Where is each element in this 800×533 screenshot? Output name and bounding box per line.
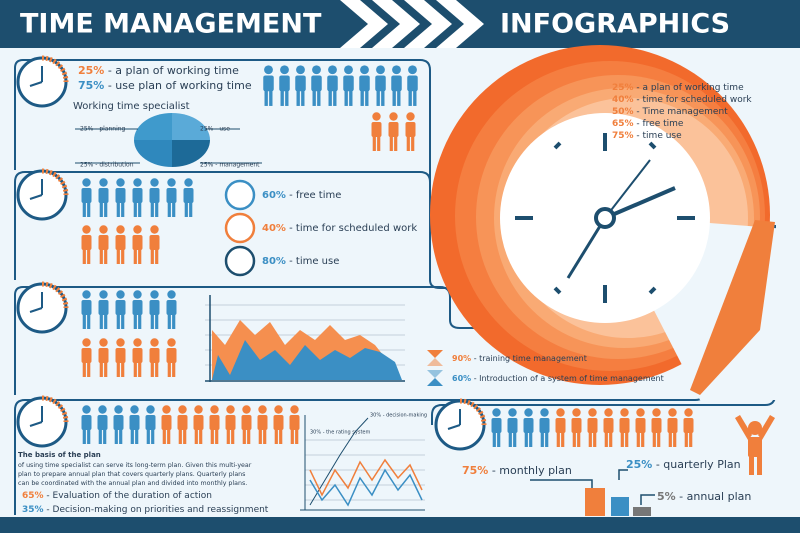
footer-bar	[0, 517, 800, 533]
clock-arc	[41, 55, 69, 83]
pie-label: 25% - planning	[80, 126, 126, 133]
line-label: 30% - the rating system	[310, 430, 370, 436]
pie-label: 25% - distribution	[80, 162, 134, 169]
stat-value: 80%	[262, 256, 286, 267]
cheer-person	[735, 415, 775, 475]
line-label: 30% - decision-making	[370, 413, 427, 419]
stat-item: 80% - time use	[262, 256, 339, 267]
stat-value: 25%	[78, 64, 104, 77]
chevron	[340, 0, 388, 48]
stat-item: 60% - Introduction of a system of time m…	[452, 374, 664, 383]
stat-value: 75%	[612, 131, 634, 141]
stat-item: 90% - training time management	[452, 354, 587, 363]
pie-label: 25% - use	[200, 126, 230, 133]
body-text: plan to prepare annual plan that covers …	[18, 471, 245, 478]
stat-item: 25% - quarterly Plan	[626, 458, 741, 471]
chevron	[404, 0, 452, 48]
stat-value: 40%	[612, 95, 634, 105]
chevron	[436, 0, 484, 48]
stat-value: 25%	[626, 458, 652, 471]
stat-item: 75% - time use	[612, 131, 682, 141]
body-text: can be coordinated with the annual plan …	[18, 480, 247, 487]
stat-value: 50%	[612, 107, 634, 117]
stat-value: 90%	[452, 354, 471, 363]
stat-text: - Time management	[634, 107, 729, 117]
body-text: of using time specialist can serve its l…	[18, 462, 252, 469]
stat-value: 60%	[452, 374, 471, 383]
stat-item: 40% - time for scheduled work	[612, 95, 752, 105]
stat-value: 75%	[462, 464, 488, 477]
stat-item: 25% - a plan of working time	[78, 64, 239, 77]
stat-item: 65% - free time	[612, 119, 684, 129]
stat-value: 5%	[657, 490, 676, 503]
line-chart	[300, 415, 425, 511]
clock-arc	[459, 398, 487, 426]
pie-title: Working time specialist	[73, 101, 190, 112]
stat-item: 60% - free time	[262, 190, 341, 201]
header-left: TIME MANAGEMENT	[20, 9, 322, 40]
pie	[75, 113, 262, 167]
stat-item: 5% - annual plan	[657, 490, 751, 503]
stat-text: - a plan of working time	[634, 83, 745, 93]
stat-text: - monthly plan	[488, 464, 572, 477]
stat-item: 65% - Evaluation of the duration of acti…	[22, 491, 212, 501]
clock-hand	[29, 307, 43, 313]
stat-text: - annual plan	[676, 490, 752, 503]
body-heading: The basis of the plan	[18, 451, 101, 459]
plan-bars	[530, 469, 655, 516]
chevron	[372, 0, 420, 48]
clock-hand	[29, 81, 43, 87]
mini-clocks	[224, 179, 256, 277]
hourglass	[427, 350, 443, 386]
clock-arc	[41, 395, 69, 423]
stat-item: 25% - a plan of working time	[612, 83, 744, 93]
stat-text: - quarterly Plan	[652, 458, 740, 471]
stat-text: - Introduction of a system of time manag…	[471, 374, 664, 383]
stat-value: 25%	[612, 83, 634, 93]
big-clock	[430, 45, 800, 400]
pie-label: 25% - management	[200, 162, 260, 169]
stat-text: - time use	[634, 131, 683, 141]
clock-hand	[447, 424, 461, 430]
stat-text: - use plan of working time	[104, 79, 251, 92]
stat-text: - free time	[634, 119, 684, 129]
stat-value: 35%	[22, 505, 44, 515]
stat-item: 50% - Time management	[612, 107, 728, 117]
stat-text: - time for scheduled work	[286, 223, 417, 234]
stat-value: 65%	[22, 491, 44, 501]
stat-item: 40% - time for scheduled work	[262, 223, 417, 234]
stat-text: - Decision-making on priorities and reas…	[44, 505, 269, 515]
stat-text: - Evaluation of the duration of action	[44, 491, 212, 501]
stat-item: 75% - use plan of working time	[78, 79, 252, 92]
stat-value: 75%	[78, 79, 104, 92]
stat-value: 40%	[262, 223, 286, 234]
header-right: INFOGRAPHICS	[500, 9, 730, 40]
stat-value: 60%	[262, 190, 286, 201]
stat-text: - free time	[286, 190, 341, 201]
stat-text: - time for scheduled work	[634, 95, 753, 105]
area-chart	[205, 295, 405, 382]
clock-arc	[41, 281, 69, 309]
stat-item: 35% - Decision-making on priorities and …	[22, 505, 269, 515]
stat-value: 65%	[612, 119, 634, 129]
stat-text: - time use	[286, 256, 339, 267]
clock-hand	[29, 421, 43, 427]
stat-text: - a plan of working time	[104, 64, 239, 77]
stat-item: 75% - monthly plan	[462, 464, 572, 477]
clock-arc	[41, 168, 69, 196]
stat-text: - training time management	[471, 354, 587, 363]
clock-hand	[29, 194, 43, 200]
